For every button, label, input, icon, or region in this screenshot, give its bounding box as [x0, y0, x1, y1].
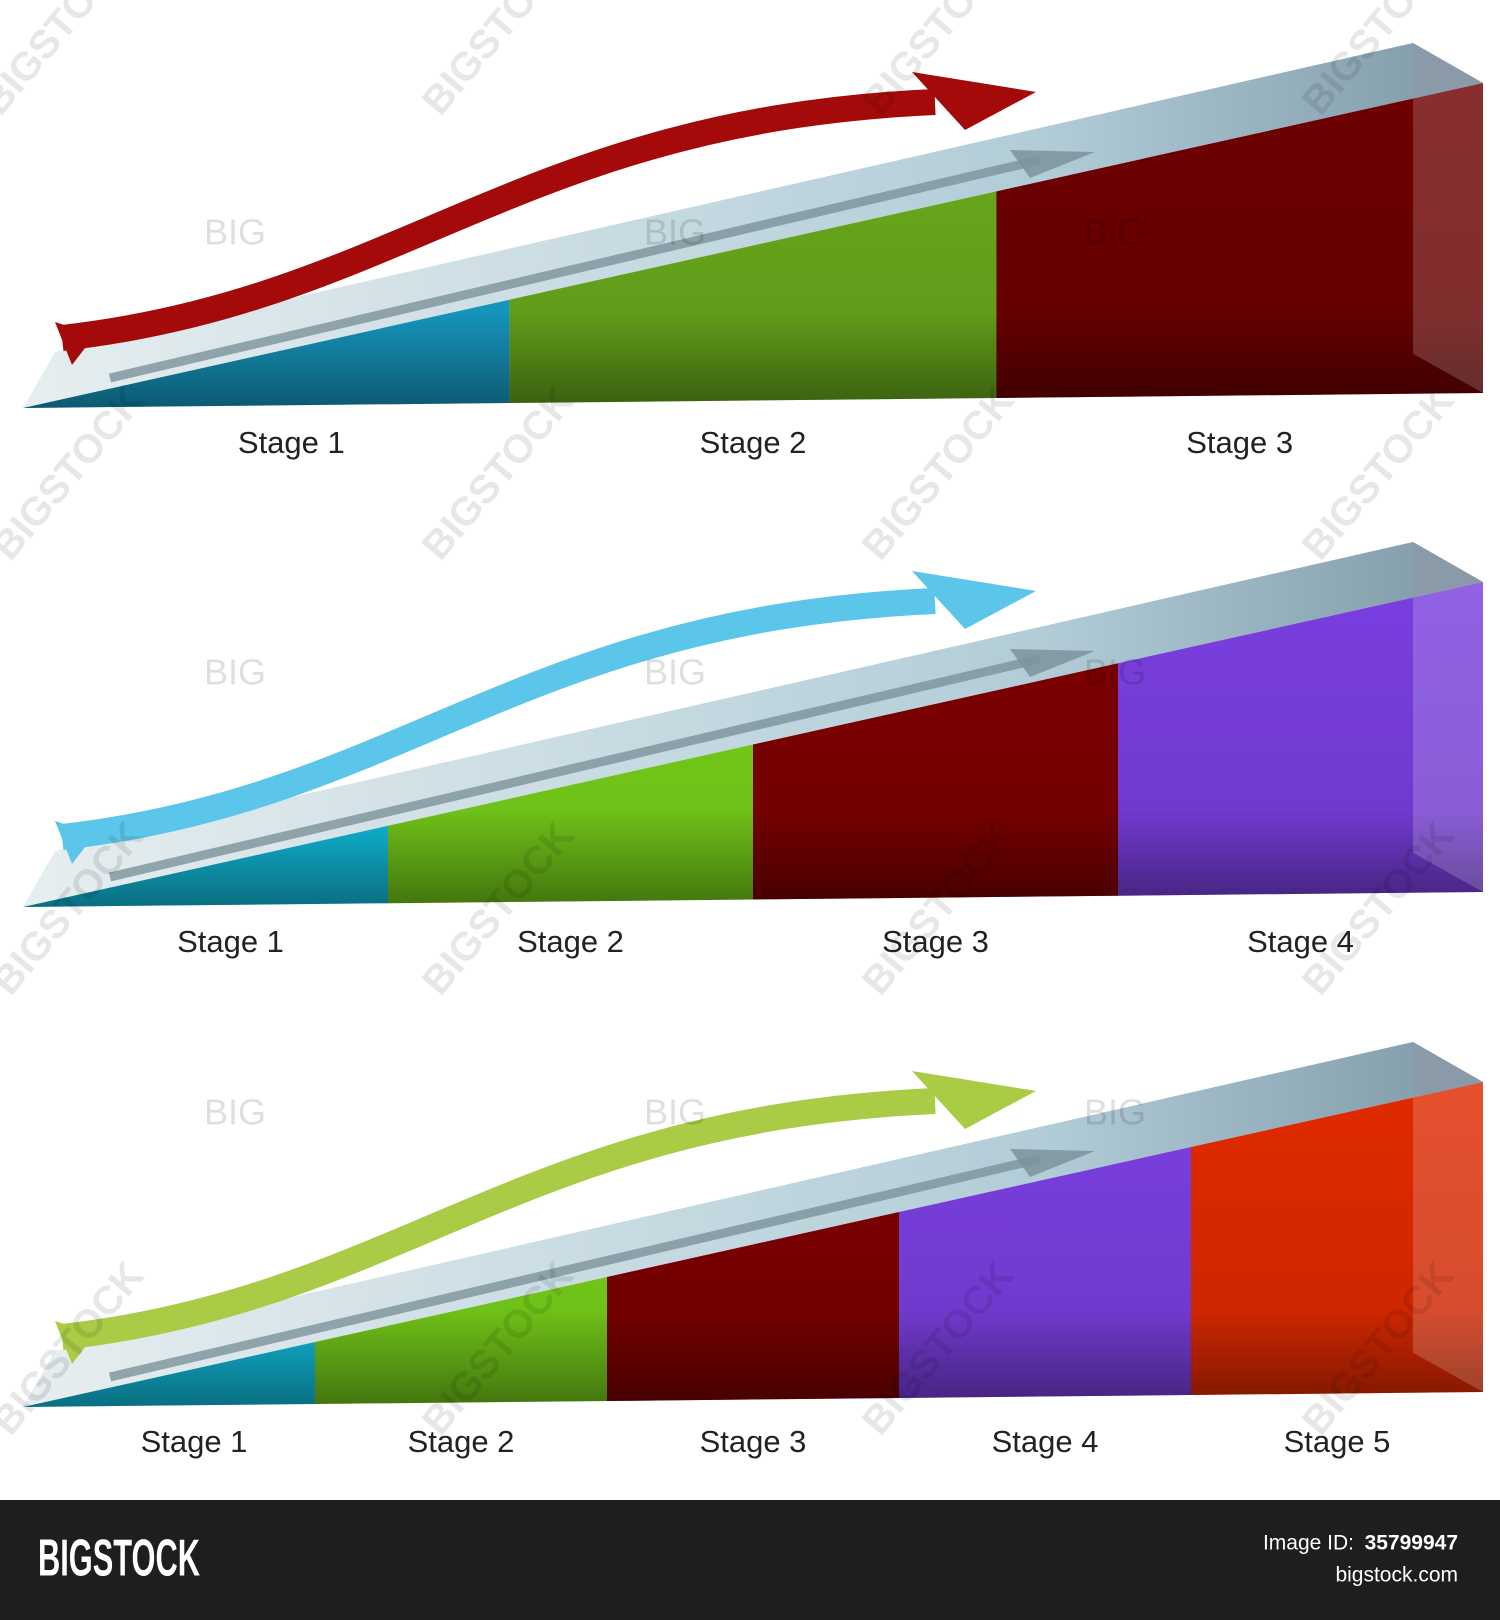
trend-line — [108, 155, 1042, 383]
watermark: BIGSTOCK — [1294, 379, 1463, 569]
footer-brand: BIGSTOCK — [38, 1530, 200, 1588]
progress-arrow — [60, 89, 936, 351]
watermark-short: BIG — [1084, 212, 1146, 253]
stage-label: Stage 1 — [238, 425, 345, 460]
watermark-short: BIG — [1084, 652, 1146, 693]
watermark-short: BIG — [644, 212, 706, 253]
progress-arrow-head — [912, 1071, 1036, 1129]
watermark-short: BIG — [204, 212, 266, 253]
trend-line — [108, 654, 1042, 882]
progress-arrow-head — [912, 571, 1036, 629]
stage-diagram: Stage 1 Stage 2 Stage 3 Stage 4 Stage 5 — [23, 1042, 1483, 1459]
progress-arrow-tail — [55, 322, 95, 365]
front-shade — [23, 83, 1483, 408]
watermark-short: BIG — [204, 1092, 266, 1133]
side-top — [1413, 1042, 1483, 1098]
stage-label: Stage 2 — [517, 924, 624, 959]
side-face — [1413, 582, 1483, 892]
side-top — [1413, 542, 1483, 598]
front-shade — [23, 582, 1483, 907]
footer-site: bigstock.com — [1335, 1564, 1458, 1587]
watermark: BIGSTOCK — [0, 0, 143, 123]
watermark: BIGSTOCK — [414, 0, 583, 123]
watermark: BIGSTOCK — [414, 379, 583, 569]
footer-id: 35799947 — [1365, 1532, 1458, 1555]
footer-bar — [0, 1500, 1500, 1620]
stage-diagram: Stage 1 Stage 2 Stage 3 Stage 4 — [23, 542, 1483, 959]
trend-line — [108, 1154, 1042, 1382]
progress-arrow — [60, 588, 936, 850]
watermark-short: BIG — [1084, 1092, 1146, 1133]
side-face — [1413, 1082, 1483, 1392]
watermark: BIGSTOCK — [854, 379, 1023, 569]
watermark-short: BIG — [204, 652, 266, 693]
stage-label: Stage 4 — [992, 1424, 1099, 1459]
stage-label: Stage 3 — [1186, 425, 1293, 460]
progress-arrow-head — [912, 72, 1036, 130]
stage-label: Stage 4 — [1247, 924, 1354, 959]
stage-label: Stage 5 — [1284, 1424, 1391, 1459]
watermark-short: BIG — [644, 652, 706, 693]
trend-head — [1010, 649, 1095, 677]
stage-label: Stage 3 — [700, 1424, 807, 1459]
progress-arrow-tail — [55, 1321, 95, 1364]
stage-label: Stage 2 — [408, 1424, 515, 1459]
stage-diagram: Stage 1 Stage 2 Stage 3 — [23, 43, 1483, 460]
side-top — [1413, 43, 1483, 99]
trend-head — [1010, 1149, 1095, 1177]
stage-label: Stage 1 — [177, 924, 284, 959]
stage-label: Stage 3 — [882, 924, 989, 959]
side-face — [1413, 83, 1483, 393]
front-shade — [23, 1082, 1483, 1407]
progress-arrow-tail — [55, 821, 95, 864]
watermark-short: BIG — [644, 1092, 706, 1133]
stage-label: Stage 1 — [141, 1424, 248, 1459]
stage-label: Stage 2 — [700, 425, 807, 460]
progress-arrow — [60, 1088, 936, 1350]
footer-id-label: Image ID: — [1263, 1532, 1354, 1555]
trend-head — [1010, 150, 1095, 178]
